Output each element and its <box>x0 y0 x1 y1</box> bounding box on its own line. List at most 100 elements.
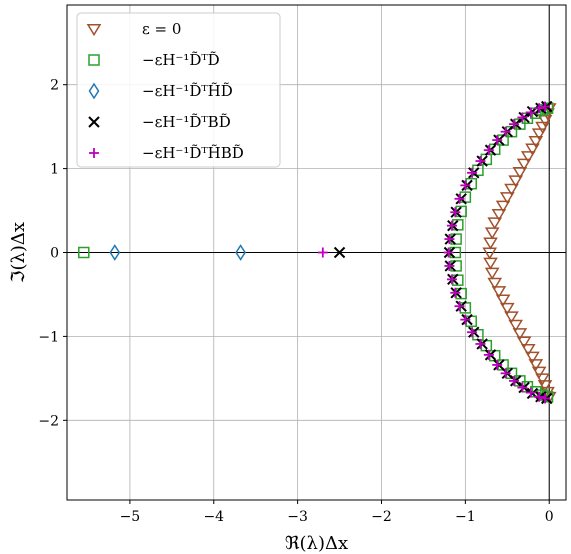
data-point <box>487 277 503 290</box>
legend-entry: −εH⁻¹D̃ᵀH̃BD̃ <box>142 144 244 162</box>
data-point <box>540 393 551 404</box>
data-point <box>512 328 528 341</box>
data-point <box>475 156 486 167</box>
data-point <box>460 314 471 325</box>
y-tick-label: −1 <box>38 329 59 345</box>
legend-marker <box>88 82 100 100</box>
data-point <box>450 287 461 298</box>
data-point <box>531 366 547 379</box>
data-point <box>484 267 500 280</box>
data-point <box>504 311 519 324</box>
data-point <box>517 112 528 123</box>
data-point <box>467 167 478 178</box>
marker-stroke <box>88 116 100 128</box>
data-point <box>520 344 536 357</box>
legend-marker <box>88 116 100 128</box>
data-point <box>516 336 532 349</box>
data-point <box>454 301 465 312</box>
data-point <box>517 382 528 393</box>
data-point <box>109 244 121 261</box>
data-point <box>500 368 511 379</box>
data-point <box>78 246 90 259</box>
data-point <box>235 244 246 261</box>
data-point <box>504 183 519 196</box>
data-point <box>540 101 551 112</box>
data-point <box>450 207 461 218</box>
data-point <box>446 220 457 231</box>
data-point <box>492 359 503 370</box>
data-point <box>499 302 515 316</box>
legend: ε = 0 −εH⁻¹D̃ᵀD̃ −εH⁻¹D̃ᵀH̃D̃ −εH⁻¹D̃ᵀBD̃ −ε… <box>76 12 281 168</box>
data-point <box>483 257 498 270</box>
data-point <box>534 391 545 402</box>
data-point <box>525 143 540 156</box>
data-point <box>491 286 507 299</box>
data-point <box>484 227 500 240</box>
data-point <box>535 373 550 386</box>
series-4 <box>317 101 551 404</box>
marker-stroke <box>333 246 346 259</box>
data-point <box>512 167 528 180</box>
series-2 <box>109 244 246 261</box>
legend-frame <box>76 12 281 168</box>
data-point <box>525 107 536 118</box>
y-tick-label: −2 <box>38 413 59 429</box>
legend-marker <box>86 24 102 37</box>
data-point <box>535 121 550 134</box>
data-point <box>454 193 465 204</box>
x-axis-label: ℜ(λ)Δx <box>285 533 348 554</box>
data-point <box>534 103 545 114</box>
data-point <box>537 114 553 128</box>
y-tick-label: 2 <box>50 78 59 94</box>
legend-entry: ε = 0 <box>142 20 181 38</box>
legend-marker <box>89 148 99 158</box>
data-point <box>528 359 544 372</box>
x-tick-label: −5 <box>120 509 141 525</box>
data-point <box>333 246 346 259</box>
data-point <box>525 387 536 398</box>
legend-marker <box>88 54 100 66</box>
data-point <box>483 237 498 250</box>
data-point <box>500 126 511 137</box>
data-point <box>508 175 524 188</box>
data-point <box>520 151 536 164</box>
data-point <box>537 380 553 393</box>
legend-entry: −εH⁻¹D̃ᵀBD̃ <box>142 113 231 131</box>
data-point <box>499 192 515 205</box>
data-point <box>446 274 457 285</box>
data-point <box>528 135 544 149</box>
y-tick-label: 1 <box>50 162 59 178</box>
legend-entry: −εH⁻¹D̃ᵀH̃D̃ <box>142 82 233 100</box>
data-point <box>487 217 503 230</box>
legend-entry: −εH⁻¹D̃ᵀD̃ <box>142 51 220 69</box>
data-point <box>482 247 498 260</box>
data-point <box>483 349 494 360</box>
x-tick-label: −4 <box>203 509 224 525</box>
data-point <box>491 208 507 222</box>
x-tick-label: −2 <box>371 509 392 525</box>
data-point <box>444 260 455 271</box>
y-tick-label: 0 <box>50 246 59 262</box>
zero-lines <box>67 5 566 500</box>
data-point <box>508 319 524 332</box>
data-point <box>536 104 549 116</box>
x-tick-label: −3 <box>287 509 308 525</box>
data-point <box>317 247 328 258</box>
data-point <box>467 327 478 338</box>
series-layer <box>78 100 557 405</box>
y-axis-label: ℑ(λ)Δx <box>8 222 29 283</box>
data-point <box>475 338 486 349</box>
data-point <box>444 234 455 245</box>
data-point <box>495 200 511 213</box>
data-point <box>460 180 471 191</box>
data-point <box>525 351 540 364</box>
data-point <box>483 145 494 156</box>
x-tick-label: 0 <box>545 509 554 525</box>
data-point <box>531 128 547 141</box>
data-point <box>443 247 454 258</box>
data-point <box>495 294 511 307</box>
axis-ticks: −5 −4 −3 −2 −1 0 −2 −1 0 1 2 <box>38 78 553 525</box>
data-point <box>516 158 532 171</box>
data-point <box>509 375 520 386</box>
